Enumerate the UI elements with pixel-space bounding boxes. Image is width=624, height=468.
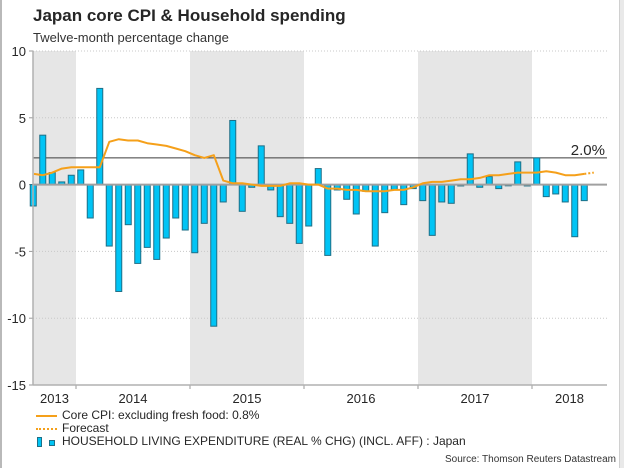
bar-2017-08 <box>485 176 493 186</box>
cpi-lines <box>33 138 594 193</box>
reference-line-label: 2.0% <box>571 142 605 159</box>
bar-2018-01 <box>533 157 541 186</box>
core-cpi-line <box>33 138 585 193</box>
y-tick-label: 10 <box>12 44 26 59</box>
bar-2015-01 <box>191 184 199 254</box>
bar-2014-04 <box>105 184 113 247</box>
bar-2018-04 <box>561 184 569 203</box>
legend-item-core-cpi: Core CPI: excluding fresh food: 0.8% <box>36 409 466 422</box>
bar-2014-08 <box>143 184 151 248</box>
bar-2014-02 <box>86 184 94 219</box>
bar-2017-01 <box>419 184 427 202</box>
legend-label-household-spending: HOUSEHOLD LIVING EXPENDITURE (REAL % CHG… <box>62 434 466 448</box>
x-tick-label-2018: 2018 <box>555 391 584 406</box>
axes-layer <box>32 51 607 386</box>
bar-2013-09 <box>39 134 47 186</box>
bar-2016-02 <box>314 168 322 186</box>
y-axis-ticks: 10 5 0 -5 -10 -15 <box>7 44 33 393</box>
legend-bar-small-icon <box>49 439 55 446</box>
x-tick-label-2017: 2017 <box>461 391 490 406</box>
bar-2015-06 <box>238 184 246 212</box>
bar-2018-02 <box>542 184 550 198</box>
y-tick-label: -15 <box>7 378 26 393</box>
legend-item-household-spending: HOUSEHOLD LIVING EXPENDITURE (REAL % CHG… <box>36 435 466 448</box>
bar-2015-10 <box>276 184 284 218</box>
bar-2013-10 <box>48 172 56 186</box>
y-tick-label: 0 <box>19 178 26 193</box>
year-shade-2015 <box>190 51 304 385</box>
left-frame-border <box>0 0 2 468</box>
bar-2014-10 <box>162 184 170 239</box>
x-tick-label-2016: 2016 <box>347 391 376 406</box>
x-tick-label-2013: 2013 <box>40 391 69 406</box>
legend-line-swatch-icon <box>36 414 57 417</box>
right-frame-border <box>619 0 624 468</box>
bar-2015-03 <box>210 184 218 327</box>
legend-item-forecast: Forecast <box>36 422 466 435</box>
source-note: Source: Thomson Reuters Datastream <box>444 454 616 465</box>
bar-2014-11 <box>172 184 180 219</box>
chart-subtitle: Twelve-month percentage change <box>33 30 229 45</box>
bar-2016-01 <box>305 184 313 227</box>
bar-2017-04 <box>447 184 455 204</box>
y-tick-label: -5 <box>14 244 26 259</box>
x-tick-label-2014: 2014 <box>119 391 148 406</box>
forecast-line <box>584 171 594 175</box>
bar-2018-05 <box>571 184 579 238</box>
year-shade-2013 <box>33 51 76 385</box>
bar-2015-08 <box>257 145 265 186</box>
bar-2017-03 <box>438 184 446 203</box>
bar-2016-11 <box>400 184 408 206</box>
bar-2014-12 <box>181 184 189 231</box>
bar-2014-01 <box>77 169 85 186</box>
reference-line-layer: 2.0% <box>33 142 607 159</box>
bar-2014-07 <box>134 184 142 264</box>
year-shade-2017 <box>418 51 532 385</box>
bar-2015-05 <box>229 119 237 186</box>
legend-label-core-cpi: Core CPI: excluding fresh food: 0.8% <box>62 408 260 422</box>
bar-2017-02 <box>428 184 436 236</box>
bar-2016-05 <box>343 184 351 200</box>
y-tick-label: -10 <box>7 311 26 326</box>
legend: Core CPI: excluding fresh food: 0.8% For… <box>36 409 466 448</box>
bar-2015-12 <box>295 184 303 244</box>
bar-2016-08 <box>371 184 379 247</box>
chart-title: Japan core CPI & Household spending <box>33 6 346 25</box>
legend-bar-big-icon <box>37 436 42 447</box>
x-tick-label-2015: 2015 <box>233 391 262 406</box>
bar-2018-03 <box>552 184 560 195</box>
x-axis-ticks: 2013 2014 2015 2016 2017 2018 <box>40 385 584 406</box>
bar-2014-03 <box>96 87 104 186</box>
y-tick-label: 5 <box>19 111 26 126</box>
bar-2015-11 <box>286 184 294 224</box>
bar-2015-04 <box>219 184 227 203</box>
bar-2014-09 <box>153 184 161 260</box>
bar-2013-12 <box>67 174 75 186</box>
legend-label-forecast: Forecast <box>62 421 109 435</box>
year-shading-layer <box>33 51 532 385</box>
bar-2014-06 <box>124 184 132 226</box>
bar-2015-02 <box>200 184 208 224</box>
bar-2016-09 <box>381 184 389 214</box>
bar-2014-05 <box>115 184 123 292</box>
legend-bar-swatch-icon <box>36 436 57 448</box>
bar-2018-06 <box>580 184 588 202</box>
bar-2016-03 <box>324 184 332 256</box>
legend-dotted-swatch-icon <box>36 427 57 430</box>
